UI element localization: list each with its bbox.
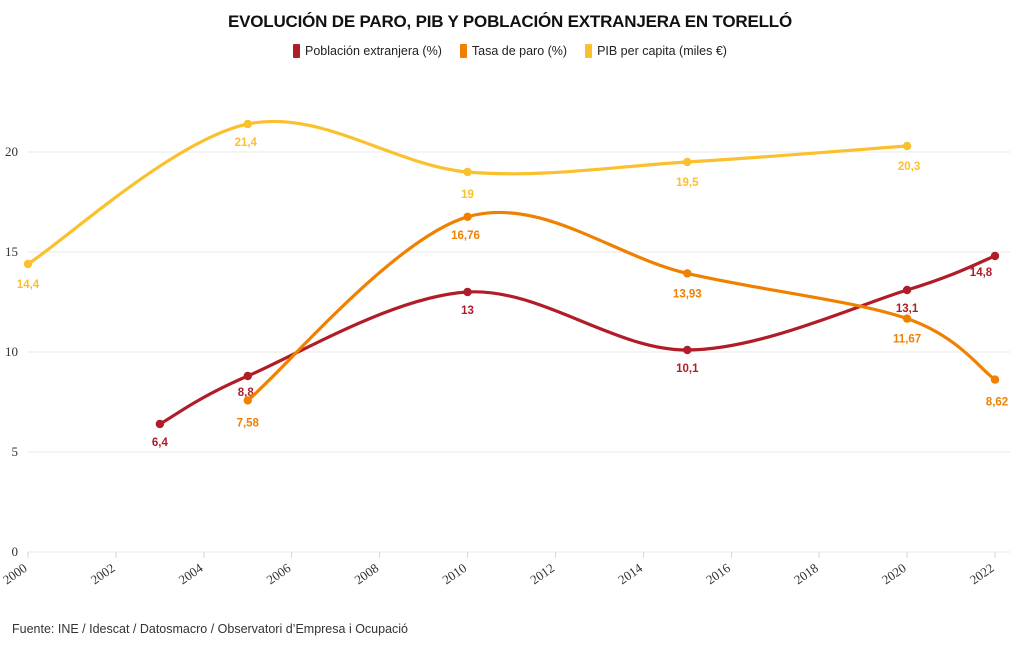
data-point-marker[interactable] [155, 419, 165, 429]
data-point-marker[interactable] [243, 396, 252, 405]
source-note: Fuente: INE / Idescat / Datosmacro / Obs… [12, 622, 408, 636]
data-point-marker[interactable] [902, 314, 912, 323]
data-point-marker[interactable] [243, 371, 252, 381]
legend-item-label: PIB per capita (miles €) [597, 43, 727, 58]
legend-item[interactable]: PIB per capita (miles €) [585, 44, 727, 58]
data-point-label: 13,93 [673, 288, 702, 300]
y-axis-tick-label: 20 [5, 144, 18, 159]
data-point-label: 6,4 [152, 437, 169, 449]
data-point-label: 13 [461, 305, 474, 317]
chart-legend: Población extranjera (%) Tasa de paro (%)… [0, 44, 1020, 58]
legend-item[interactable]: Población extranjera (%) [293, 44, 442, 58]
x-axis-tick-label: 2016 [703, 560, 733, 587]
data-point-marker[interactable] [683, 345, 692, 355]
x-axis-tick-label: 2008 [351, 560, 381, 587]
legend-item[interactable]: Tasa de paro (%) [459, 43, 568, 58]
data-point-marker[interactable] [902, 285, 912, 295]
x-axis-tick-label: 2002 [88, 560, 118, 587]
x-axis-tick-label: 2012 [527, 560, 557, 587]
data-point-marker[interactable] [990, 251, 1000, 261]
data-point-label: 10,1 [676, 363, 699, 375]
data-point-marker[interactable] [463, 287, 472, 297]
x-axis-tick-label: 2010 [439, 560, 469, 587]
x-axis-tick-label: 2022 [967, 560, 997, 587]
y-axis-tick-label: 5 [12, 444, 19, 459]
series-line [158, 254, 997, 426]
data-point-label: 20,3 [898, 161, 920, 173]
x-axis-tick-label: 2004 [176, 560, 206, 587]
y-axis-tick-label: 0 [12, 544, 19, 559]
data-point-label: 7,58 [237, 417, 260, 429]
data-point-marker[interactable] [243, 119, 252, 129]
y-axis-tick-label: 15 [5, 244, 18, 259]
x-axis-tick-label: 2020 [879, 560, 909, 587]
data-point-label: 8,8 [238, 387, 255, 399]
chart-series: 14,4 21,4 19 19,5 20,3 [17, 119, 920, 291]
data-point-marker[interactable] [463, 167, 472, 177]
data-point-marker[interactable] [23, 259, 33, 269]
x-axis-tick-label: 2006 [264, 560, 294, 587]
legend-item-label: Población extranjera (%) [305, 43, 442, 58]
legend-item-label: Tasa de paro (%) [471, 43, 568, 58]
data-point-label: 19,5 [676, 177, 699, 189]
data-point-label: 8,62 [986, 397, 1008, 409]
data-point-marker[interactable] [990, 375, 1000, 384]
x-axis-tick-label: 2000 [0, 560, 30, 587]
data-point-marker[interactable] [463, 212, 472, 221]
data-point-marker[interactable] [683, 157, 692, 167]
y-axis-tick-label: 10 [5, 344, 18, 359]
legend-swatch-icon [585, 44, 593, 58]
data-point-label: 21,4 [235, 137, 258, 149]
data-point-label: 14,4 [17, 279, 40, 291]
chart-series: 6,4 8,8 13 10,1 13,1 14,8 [152, 251, 1000, 449]
legend-swatch-icon [459, 44, 467, 58]
series-line [246, 210, 997, 402]
chart-plot-area: 0 5 10 15 20 2000 2002 2004 2006 2008 2010 2012 2014… [0, 119, 1010, 587]
data-point-label: 11,67 [893, 334, 921, 346]
data-point-label: 14,8 [970, 267, 993, 279]
data-point-label: 16,76 [451, 230, 480, 242]
x-axis-tick-label: 2018 [791, 560, 821, 587]
data-point-marker[interactable] [683, 269, 692, 278]
chart-series: 7,58 16,76 13,93 11,67 8,62 [237, 210, 1008, 429]
x-axis-tick-label: 2014 [615, 560, 645, 587]
chart-title: EVOLUCIÓN DE PARO, PIB Y POBLACIÓN EXTRA… [227, 12, 793, 31]
series-line [26, 119, 909, 266]
legend-swatch-icon [293, 44, 300, 58]
data-point-label: 13,1 [896, 303, 919, 315]
data-point-marker[interactable] [902, 141, 912, 151]
data-point-label: 19 [461, 189, 474, 201]
